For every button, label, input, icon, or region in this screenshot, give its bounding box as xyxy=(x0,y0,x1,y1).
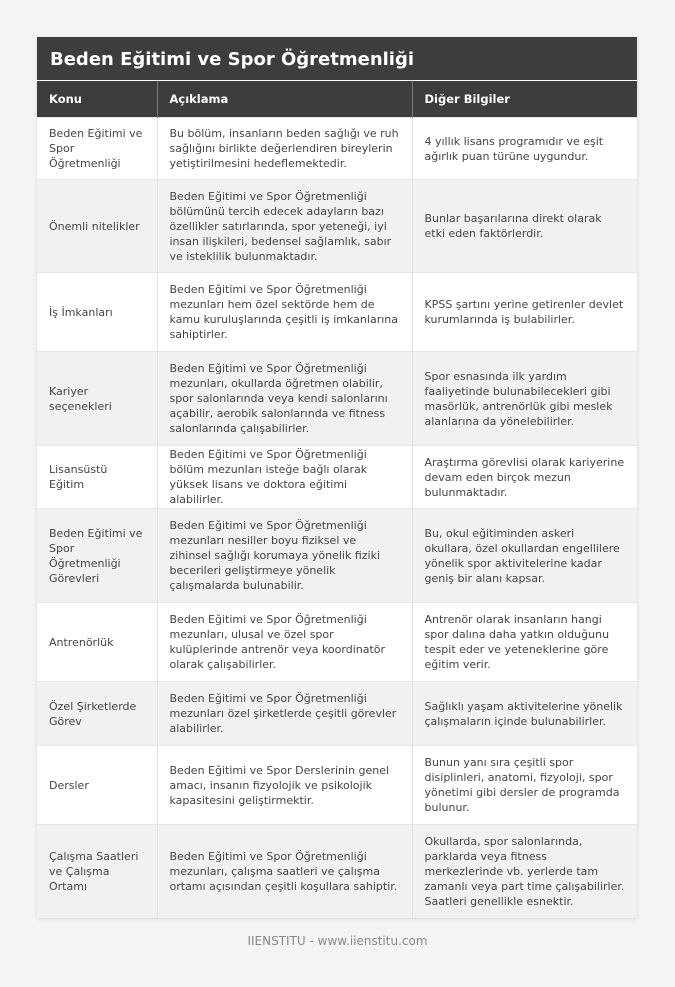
other-info-cell: Bunlar başarılarına direkt olarak etki e… xyxy=(412,179,637,273)
topic-cell: Dersler xyxy=(37,745,158,825)
description-cell: Beden Eğitimi ve Spor Öğretmenliği mezun… xyxy=(157,824,413,918)
header-aciklama: Açıklama xyxy=(157,81,413,118)
topic-cell: İş İmkanları xyxy=(37,272,158,352)
description-cell: Bu bölüm, insanların beden sağlığı ve ru… xyxy=(157,117,413,180)
topic-cell: Kariyer seçenekleri xyxy=(37,351,158,446)
other-info-cell: Araştırma görevlisi olarak kariyerine de… xyxy=(412,445,637,509)
description-cell: Beden Eğitimi ve Spor Öğretmenliği mezun… xyxy=(157,508,413,603)
other-info-cell: Spor esnasında ilk yardım faaliyetinde b… xyxy=(412,351,637,446)
other-info-cell: KPSS şartını yerine getirenler devlet ku… xyxy=(412,272,637,352)
topic-cell: Çalışma Saatleri ve Çalışma Ortamı xyxy=(37,824,158,918)
other-info-cell: Okullarda, spor salonlarında, parklarda … xyxy=(412,824,637,918)
header-row: Konu Açıklama Diğer Bilgiler xyxy=(37,81,637,118)
info-table-card: Beden Eğitimi ve Spor Öğretmenliği Konu … xyxy=(37,37,637,918)
header-diger-bilgiler: Diğer Bilgiler xyxy=(412,81,637,118)
table-row: Önemli nitelikler Beden Eğitimi ve Spor Ö… xyxy=(37,179,637,273)
other-info-cell: Antrenör olarak insanların hangi spor da… xyxy=(412,602,637,682)
table-row: Antrenörlük Beden Eğitimi ve Spor Öğretme… xyxy=(37,602,637,682)
footer-credit: IIENSTITU - www.iienstitu.com xyxy=(247,934,428,948)
header-konu: Konu xyxy=(37,81,158,118)
table-row: Çalışma Saatleri ve Çalışma Ortamı Beden … xyxy=(37,824,637,918)
description-cell: Beden Eğitimi ve Spor Öğretmenliği mezun… xyxy=(157,602,413,682)
description-cell: Beden Eğitimi ve Spor Öğretmenliği mezun… xyxy=(157,681,413,746)
description-cell: Beden Eğitimi ve Spor Öğretmenliği mezun… xyxy=(157,272,413,352)
description-cell: Beden Eğitimi ve Spor Öğretmenliği bölüm… xyxy=(157,179,413,273)
other-info-cell: Sağlıklı yaşam aktivitelerine yönelik ça… xyxy=(412,681,637,746)
table-row: Beden Eğitimi ve Spor Öğretmenliği Bu böl… xyxy=(37,117,637,180)
other-info-cell: Bunun yanı sıra çeşitli spor disiplinler… xyxy=(412,745,637,825)
other-info-cell: 4 yıllık lisans programıdır ve eşit ağır… xyxy=(412,117,637,180)
description-cell: Beden Eğitimi ve Spor Öğretmenliği bölüm… xyxy=(157,445,413,509)
topic-cell: Antrenörlük xyxy=(37,602,158,682)
table-title: Beden Eğitimi ve Spor Öğretmenliği xyxy=(37,37,637,81)
other-info-cell: Bu, okul eğitiminden askeri okullara, öz… xyxy=(412,508,637,603)
topic-cell: Beden Eğitimi ve Spor Öğretmenliği Görev… xyxy=(37,508,158,603)
description-cell: Beden Eğitimi ve Spor Derslerinin genel … xyxy=(157,745,413,825)
table-row: Dersler Beden Eğitimi ve Spor Derslerinin… xyxy=(37,745,637,825)
topic-cell: Önemli nitelikler xyxy=(37,179,158,273)
table-row: Kariyer seçenekleri Beden Eğitimi ve Spor… xyxy=(37,351,637,446)
table-row: Özel Şirketlerde Görev Beden Eğitimi ve S… xyxy=(37,681,637,746)
topic-cell: Özel Şirketlerde Görev xyxy=(37,681,158,746)
table-row: Beden Eğitimi ve Spor Öğretmenliği Görev… xyxy=(37,508,637,603)
description-cell: Beden Eğitimi ve Spor Öğretmenliği mezun… xyxy=(157,351,413,446)
topic-cell: Beden Eğitimi ve Spor Öğretmenliği xyxy=(37,117,158,180)
info-table: Konu Açıklama Diğer Bilgiler Beden Eğiti… xyxy=(37,81,637,918)
table-row: Lisansüstü Eğitim Beden Eğitimi ve Spor Ö… xyxy=(37,445,637,509)
topic-cell: Lisansüstü Eğitim xyxy=(37,445,158,509)
table-row: İş İmkanları Beden Eğitimi ve Spor Öğretm… xyxy=(37,272,637,352)
